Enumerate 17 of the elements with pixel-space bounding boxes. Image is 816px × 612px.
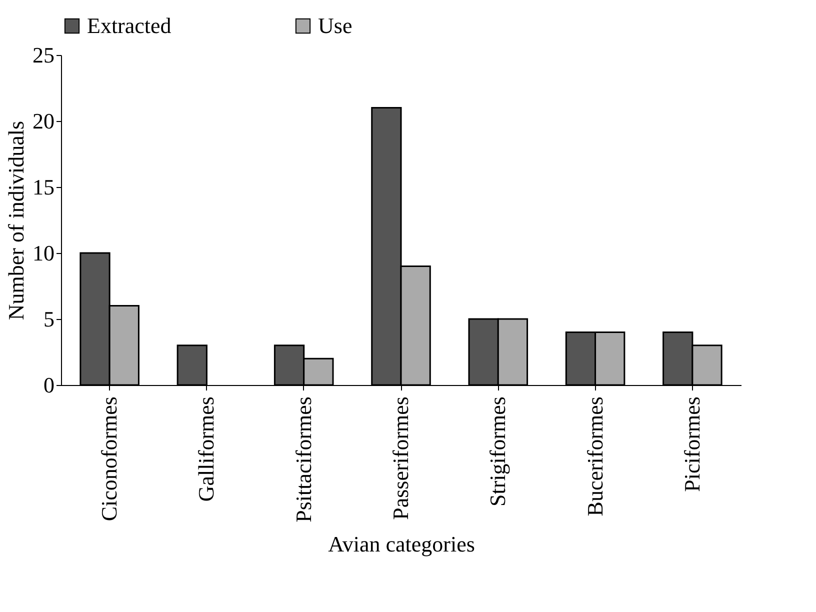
y-tick-label: 25 <box>32 42 54 68</box>
y-tick-label: 10 <box>32 240 54 266</box>
y-axis-title: Number of individuals <box>4 120 28 320</box>
x-tick-label: Passeriformes <box>388 396 413 520</box>
x-axis-title: Avian categories <box>328 531 475 556</box>
y-tick-label: 0 <box>44 372 54 398</box>
x-tick-label: Ciconoformes <box>96 396 122 522</box>
x-tick-label: Galliformes <box>194 396 219 502</box>
y-tick-label: 5 <box>44 306 54 332</box>
y-tick-label: 20 <box>32 108 54 134</box>
x-tick-label: Buceriformes <box>582 396 608 516</box>
y-tick-label: 15 <box>32 174 54 200</box>
x-tick-label: Strigiformes <box>485 396 510 506</box>
legend-label: Extracted <box>87 13 172 38</box>
x-tick-label: Psittaciformes <box>290 396 316 522</box>
x-tick-label: Piciformes <box>679 396 704 492</box>
legend-label: Use <box>318 13 352 38</box>
